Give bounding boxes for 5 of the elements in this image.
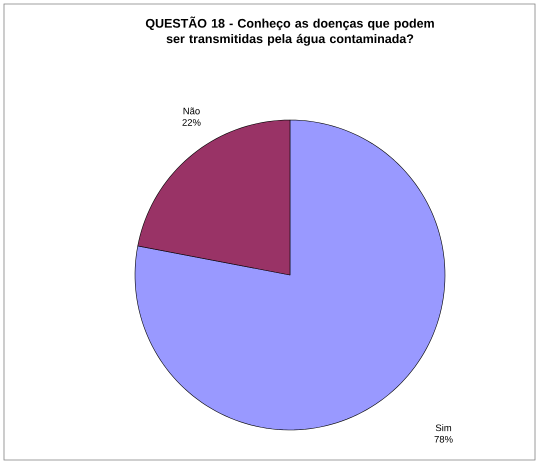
data-label: 22% — [182, 119, 201, 126]
slice-label: Sim — [436, 424, 452, 432]
data-label: 78% — [434, 436, 453, 443]
chart-title: QUESTÃO 18 - Conheço as doenças que podem ser transmitidas pela água contaminada? — [146, 16, 434, 46]
slice-label: Não — [184, 107, 200, 114]
